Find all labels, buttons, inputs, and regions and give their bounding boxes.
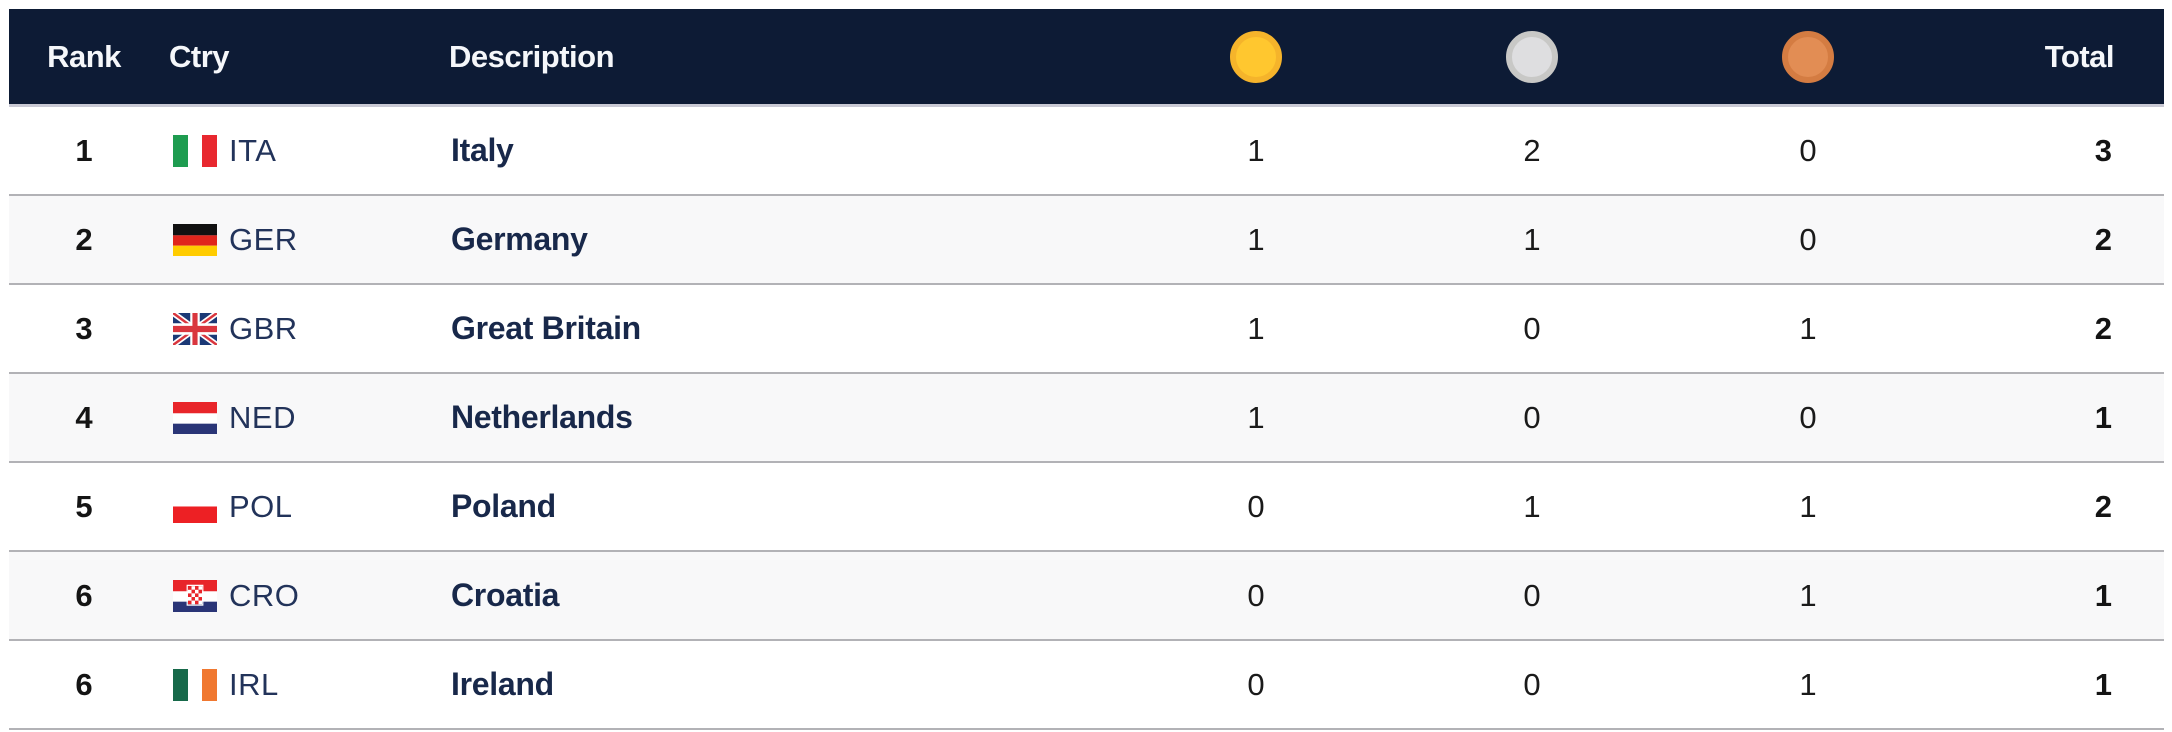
bronze-count: 1 [1799,310,1817,346]
country-code: IRL [229,666,279,702]
country-cell: GER [159,222,439,258]
country-cell: POL [159,489,439,525]
country-cell: GBR [159,311,439,347]
total-cell: 2 [2094,488,2112,524]
silver-count: 1 [1523,488,1541,524]
silver-count: 0 [1523,577,1541,613]
silver-count: 1 [1523,221,1541,257]
bronze-column-header [1670,30,1946,83]
rank-cell: 1 [75,132,93,168]
country-code: NED [229,399,296,435]
gold-count: 0 [1247,577,1265,613]
silver-count: 0 [1523,666,1541,702]
bronze-count: 1 [1799,488,1817,524]
silver-count: 0 [1523,310,1541,346]
country-code: POL [229,488,293,524]
table-row-pol: 5 POL Poland 0 1 1 2 [9,463,2164,552]
silver-count: 0 [1523,399,1541,435]
gold-count: 1 [1247,310,1265,346]
country-flag-ned-icon [173,401,217,434]
bronze-count: 0 [1799,399,1817,435]
table-body: 1 ITA Italy 1 2 0 3 2 GER Germany 1 1 0 … [9,107,2164,730]
gold-medal-icon [1230,30,1282,83]
country-flag-pol-icon [173,490,217,523]
country-code: ITA [229,132,277,168]
total-cell: 1 [2094,577,2112,613]
country-cell: ITA [159,133,439,169]
rank-cell: 6 [75,577,93,613]
rank-cell: 3 [75,310,93,346]
country-flag-gbr-icon [173,312,217,345]
description-cell: Croatia [451,577,560,613]
country-flag-cro-icon [173,579,217,612]
description-cell: Netherlands [451,399,633,435]
description-cell: Italy [451,132,514,168]
table-row-irl: 6 IRL Ireland 0 0 1 1 [9,641,2164,730]
rank-cell: 5 [75,488,93,524]
country-cell: IRL [159,667,439,703]
country-code: GBR [229,310,298,346]
description-cell: Great Britain [451,310,641,346]
description-column-header: Description [449,38,615,74]
silver-medal-icon [1506,30,1558,83]
silver-count: 2 [1523,132,1541,168]
table-row-ned: 4 NED Netherlands 1 0 0 1 [9,374,2164,463]
bronze-count: 1 [1799,577,1817,613]
bronze-count: 1 [1799,666,1817,702]
country-cell: NED [159,400,439,436]
gold-count: 1 [1247,399,1265,435]
country-code: CRO [229,577,300,613]
gold-count: 1 [1247,132,1265,168]
total-cell: 2 [2094,310,2112,346]
gold-count: 1 [1247,221,1265,257]
rank-column-header: Rank [47,38,121,74]
country-cell: CRO [159,578,439,614]
country-flag-irl-icon [173,668,217,701]
country-flag-ger-icon [173,223,217,256]
bronze-medal-icon [1782,30,1834,83]
silver-column-header [1394,30,1670,83]
rank-cell: 2 [75,221,93,257]
medal-table: Rank Ctry Description Total 1 ITA Italy … [9,9,2164,730]
rank-cell: 6 [75,666,93,702]
bronze-count: 0 [1799,221,1817,257]
country-flag-ita-icon [173,134,217,167]
table-row-ger: 2 GER Germany 1 1 0 2 [9,196,2164,285]
total-cell: 3 [2094,132,2112,168]
total-cell: 2 [2094,221,2112,257]
country-column-header: Ctry [169,38,230,74]
bronze-count: 0 [1799,132,1817,168]
gold-column-header [1118,30,1394,83]
total-cell: 1 [2094,399,2112,435]
total-cell: 1 [2094,666,2112,702]
table-row-ita: 1 ITA Italy 1 2 0 3 [9,107,2164,196]
rank-cell: 4 [75,399,93,435]
table-row-cro: 6 CRO Croatia 0 0 1 1 [9,552,2164,641]
table-row-gbr: 3 GBR Great Britain 1 0 1 2 [9,285,2164,374]
description-cell: Poland [451,488,556,524]
table-header-row: Rank Ctry Description Total [9,9,2164,107]
description-cell: Germany [451,221,588,257]
gold-count: 0 [1247,488,1265,524]
gold-count: 0 [1247,666,1265,702]
description-cell: Ireland [451,666,554,702]
total-column-header: Total [2044,38,2115,74]
country-code: GER [229,221,298,257]
